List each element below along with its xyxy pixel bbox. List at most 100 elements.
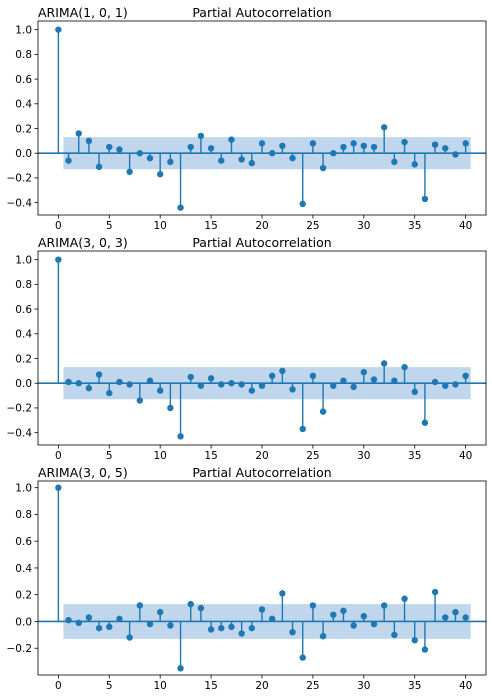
marker-lag-11: [167, 158, 174, 166]
marker-lag-18: [238, 381, 245, 388]
marker-lag-1: [65, 378, 72, 386]
marker-lag-15: [207, 375, 215, 382]
marker-lag-4: [95, 163, 103, 171]
chart-title: Partial Autocorrelation: [192, 5, 331, 20]
x-tick-label: 25: [306, 680, 319, 692]
marker-lag-32: [380, 602, 388, 609]
y-tick-label: 0.0: [15, 616, 32, 628]
marker-lag-19: [248, 387, 256, 394]
marker-lag-23: [289, 386, 296, 393]
marker-lag-8: [136, 602, 144, 609]
marker-lag-7: [126, 634, 133, 641]
chart-subtitle: ARIMA(1, 0, 1): [38, 5, 128, 20]
y-tick-label: 0.6: [15, 304, 32, 316]
marker-lag-19: [248, 624, 256, 632]
x-tick-label: 35: [408, 450, 421, 462]
marker-lag-2: [75, 619, 82, 627]
y-tick-label: 0.6: [15, 74, 32, 86]
marker-lag-38: [442, 614, 449, 621]
x-tick-label: 40: [459, 450, 472, 462]
x-tick-label: 10: [153, 220, 166, 232]
chart-title: Partial Autocorrelation: [192, 465, 331, 480]
y-tick-label: 0.4: [15, 563, 32, 575]
y-tick-label: 1.0: [15, 24, 32, 36]
x-tick-label: 10: [153, 450, 166, 462]
marker-lag-39: [452, 151, 459, 158]
marker-lag-14: [197, 604, 205, 612]
chart-panel-3: 0 5 10 15 20 25 30 35 40 −0.2 0.0 0.2 0.4 0.6 0.8 1.0 AR…: [7, 465, 487, 692]
marker-lag-20: [258, 382, 266, 389]
marker-lag-18: [238, 630, 245, 637]
marker-lag-29: [350, 622, 357, 629]
marker-lag-9: [146, 377, 154, 384]
marker-lag-12: [177, 433, 184, 440]
x-tick-label: 0: [55, 680, 62, 692]
marker-lag-34: [401, 595, 408, 602]
marker-lag-16: [218, 157, 225, 164]
marker-lag-19: [248, 159, 256, 167]
y-tick-label: 0.8: [15, 509, 32, 521]
marker-lag-10: [156, 171, 164, 178]
marker-lag-13: [187, 143, 194, 151]
marker-lag-6: [116, 615, 123, 623]
marker-lag-33: [391, 377, 398, 384]
chart-panel-2: 0 5 10 15 20 25 30 35 40 −0.4 −0.2 0.0 0.2 0.4 0.6 0.8 1…: [7, 235, 487, 462]
marker-lag-18: [238, 156, 245, 163]
marker-lag-38: [442, 382, 449, 389]
marker-lag-16: [218, 381, 225, 388]
marker-lag-1: [65, 616, 72, 624]
marker-lag-9: [146, 620, 154, 628]
marker-lag-9: [146, 154, 154, 162]
marker-lag-35: [411, 161, 418, 168]
marker-lag-40: [462, 614, 469, 621]
marker-lag-25: [309, 140, 317, 147]
marker-lag-3: [85, 137, 93, 145]
marker-lag-34: [401, 363, 408, 371]
x-tick-label: 40: [459, 680, 472, 692]
marker-lag-21: [268, 150, 276, 157]
marker-lag-2: [75, 380, 82, 387]
y-tick-label: −0.4: [7, 427, 33, 439]
marker-lag-24: [299, 425, 306, 433]
marker-lag-22: [279, 590, 286, 597]
marker-lag-33: [391, 158, 398, 166]
marker-lag-31: [370, 620, 378, 628]
marker-lag-28: [340, 607, 347, 614]
y-tick-label: 0.2: [15, 123, 32, 135]
marker-lag-17: [228, 136, 235, 143]
y-tick-label: 0.0: [15, 378, 32, 390]
x-tick-label: 5: [106, 220, 113, 232]
marker-lag-30: [360, 612, 368, 620]
marker-lag-4: [95, 624, 103, 632]
marker-lag-25: [309, 602, 317, 609]
y-tick-label: −0.4: [7, 197, 33, 209]
marker-lag-36: [421, 646, 429, 653]
marker-lag-28: [340, 143, 347, 151]
marker-lag-37: [431, 141, 439, 148]
marker-lag-40: [462, 140, 469, 147]
marker-lag-40: [462, 372, 469, 380]
x-tick-label: 0: [55, 220, 62, 232]
marker-lag-0: [55, 256, 62, 263]
x-tick-label: 10: [153, 680, 166, 692]
x-tick-label: 15: [204, 450, 217, 462]
marker-lag-15: [207, 626, 215, 633]
marker-lag-30: [360, 142, 368, 150]
marker-lag-14: [197, 132, 205, 140]
marker-lag-23: [289, 154, 296, 162]
marker-lag-24: [299, 200, 306, 208]
marker-lag-34: [401, 138, 408, 146]
marker-lag-14: [197, 382, 205, 389]
x-tick-label: 5: [106, 450, 113, 462]
marker-lag-6: [116, 146, 123, 153]
marker-lag-35: [411, 637, 418, 644]
y-tick-label: 0.4: [15, 329, 32, 341]
marker-lag-38: [442, 145, 449, 152]
x-tick-label: 20: [255, 450, 268, 462]
x-tick-label: 35: [408, 680, 421, 692]
axes-frame: [37, 250, 487, 446]
x-tick-label: 25: [306, 220, 319, 232]
chart-subtitle: ARIMA(3, 0, 3): [38, 235, 128, 250]
x-tick-label: 20: [255, 680, 268, 692]
